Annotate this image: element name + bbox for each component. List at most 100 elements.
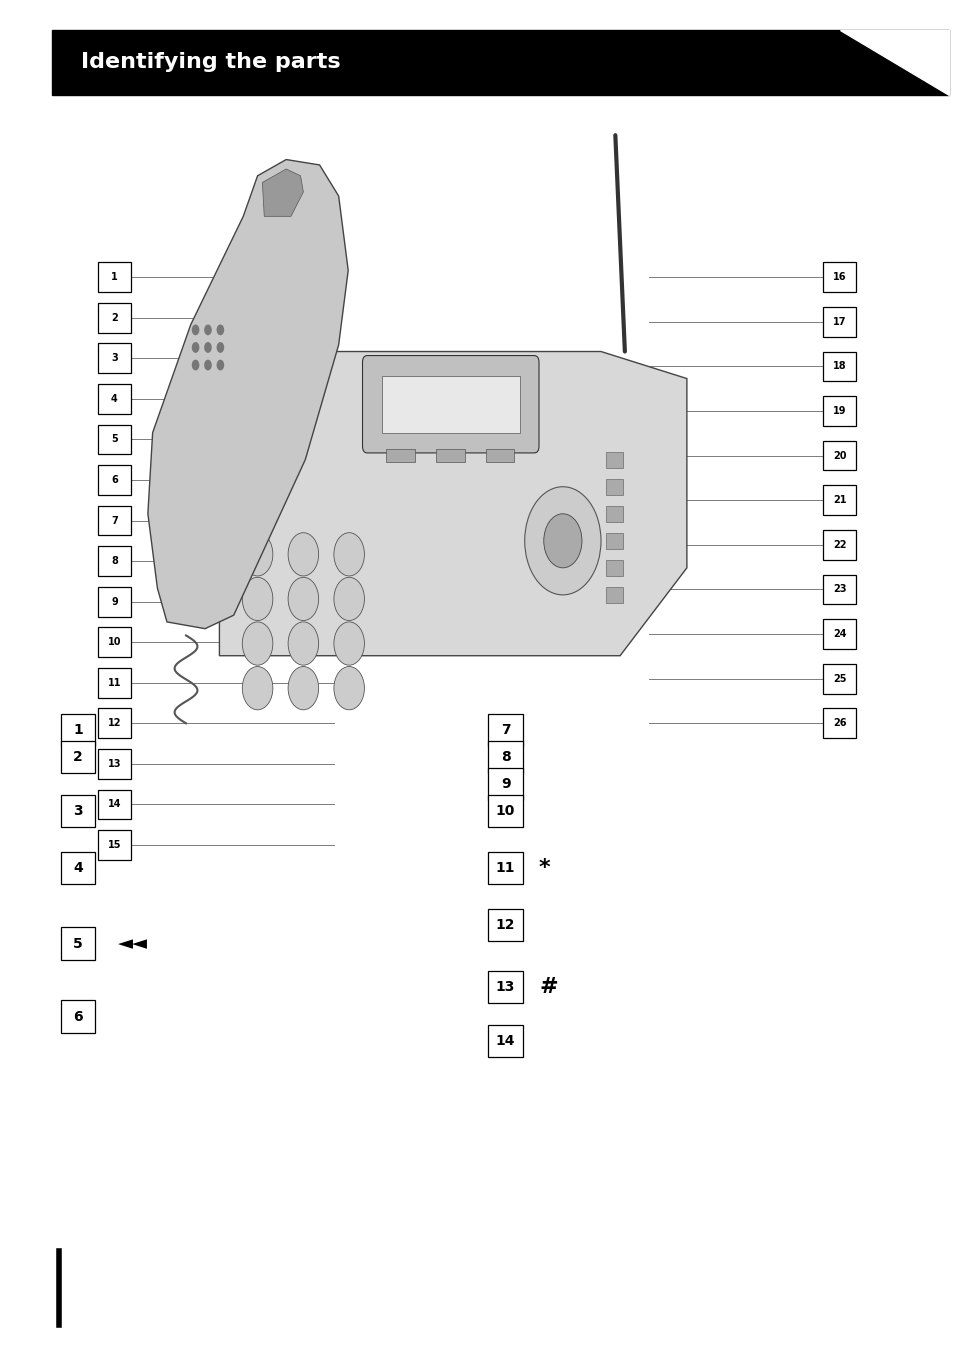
Text: 13: 13: [496, 980, 515, 994]
Text: 2: 2: [73, 750, 83, 764]
FancyBboxPatch shape: [488, 741, 522, 773]
Text: 14: 14: [496, 1034, 515, 1048]
Text: 5: 5: [73, 937, 83, 950]
Text: 2: 2: [111, 312, 118, 323]
FancyBboxPatch shape: [61, 714, 95, 746]
Text: ◄◄: ◄◄: [118, 934, 148, 953]
FancyBboxPatch shape: [822, 352, 855, 381]
Circle shape: [216, 324, 224, 335]
Text: 10: 10: [108, 637, 121, 648]
Text: 3: 3: [73, 804, 83, 818]
Circle shape: [192, 324, 199, 335]
FancyBboxPatch shape: [98, 506, 131, 535]
Text: 22: 22: [832, 539, 845, 550]
Text: 11: 11: [496, 861, 515, 875]
FancyBboxPatch shape: [488, 714, 522, 746]
FancyBboxPatch shape: [488, 795, 522, 827]
FancyBboxPatch shape: [488, 852, 522, 884]
FancyBboxPatch shape: [488, 909, 522, 941]
Circle shape: [242, 577, 273, 621]
Text: 26: 26: [832, 718, 845, 729]
Circle shape: [524, 487, 600, 595]
Circle shape: [204, 342, 212, 353]
FancyBboxPatch shape: [98, 262, 131, 292]
FancyBboxPatch shape: [61, 1000, 95, 1033]
Text: 20: 20: [832, 450, 845, 461]
Polygon shape: [839, 30, 948, 95]
Text: 1: 1: [73, 723, 83, 737]
Text: *: *: [538, 859, 550, 877]
Text: 10: 10: [496, 804, 515, 818]
Circle shape: [543, 514, 581, 568]
Text: 7: 7: [500, 723, 510, 737]
FancyBboxPatch shape: [822, 619, 855, 649]
Circle shape: [288, 577, 318, 621]
Text: 4: 4: [111, 393, 118, 404]
Text: 19: 19: [832, 406, 845, 416]
FancyBboxPatch shape: [822, 262, 855, 292]
Text: 1: 1: [111, 272, 118, 283]
FancyBboxPatch shape: [98, 668, 131, 698]
Bar: [605, 479, 622, 495]
Text: 11: 11: [108, 677, 121, 688]
FancyBboxPatch shape: [98, 465, 131, 495]
Circle shape: [242, 622, 273, 665]
Bar: [52, 30, 948, 95]
Circle shape: [334, 533, 364, 576]
Text: 14: 14: [108, 799, 121, 810]
Bar: [605, 533, 622, 549]
FancyBboxPatch shape: [822, 307, 855, 337]
Text: 21: 21: [832, 495, 845, 506]
FancyBboxPatch shape: [98, 343, 131, 373]
Text: 24: 24: [832, 629, 845, 639]
Bar: [605, 506, 622, 522]
Text: 8: 8: [500, 750, 510, 764]
Text: 7: 7: [111, 515, 118, 526]
Text: 9: 9: [111, 596, 118, 607]
Circle shape: [204, 324, 212, 335]
Circle shape: [334, 622, 364, 665]
Bar: [605, 452, 622, 468]
Circle shape: [204, 360, 212, 370]
Circle shape: [242, 667, 273, 710]
Circle shape: [288, 667, 318, 710]
Text: 6: 6: [111, 475, 118, 485]
Bar: [381, 376, 519, 433]
FancyBboxPatch shape: [822, 708, 855, 738]
FancyBboxPatch shape: [822, 664, 855, 694]
Text: 9: 9: [500, 777, 510, 791]
Text: 25: 25: [832, 673, 845, 684]
FancyBboxPatch shape: [98, 384, 131, 414]
Polygon shape: [219, 352, 686, 656]
FancyBboxPatch shape: [98, 749, 131, 779]
Circle shape: [192, 342, 199, 353]
Text: 3: 3: [111, 353, 118, 364]
Text: 12: 12: [108, 718, 121, 729]
Circle shape: [334, 577, 364, 621]
Circle shape: [216, 342, 224, 353]
FancyBboxPatch shape: [98, 627, 131, 657]
FancyBboxPatch shape: [98, 830, 131, 860]
Text: 6: 6: [73, 1010, 83, 1023]
Polygon shape: [148, 160, 348, 629]
FancyBboxPatch shape: [98, 546, 131, 576]
FancyBboxPatch shape: [488, 1025, 522, 1057]
Text: 13: 13: [108, 758, 121, 769]
FancyBboxPatch shape: [98, 425, 131, 454]
Text: 5: 5: [111, 434, 118, 445]
Circle shape: [192, 360, 199, 370]
FancyBboxPatch shape: [822, 530, 855, 560]
Text: 16: 16: [832, 272, 845, 283]
Text: 4: 4: [73, 861, 83, 875]
FancyBboxPatch shape: [98, 303, 131, 333]
Text: 12: 12: [496, 918, 515, 932]
Bar: [605, 587, 622, 603]
FancyBboxPatch shape: [61, 927, 95, 960]
Circle shape: [242, 533, 273, 576]
FancyBboxPatch shape: [98, 790, 131, 819]
Text: 17: 17: [832, 316, 845, 327]
Text: 18: 18: [832, 361, 845, 372]
FancyBboxPatch shape: [362, 356, 538, 453]
FancyBboxPatch shape: [822, 396, 855, 426]
FancyBboxPatch shape: [61, 741, 95, 773]
